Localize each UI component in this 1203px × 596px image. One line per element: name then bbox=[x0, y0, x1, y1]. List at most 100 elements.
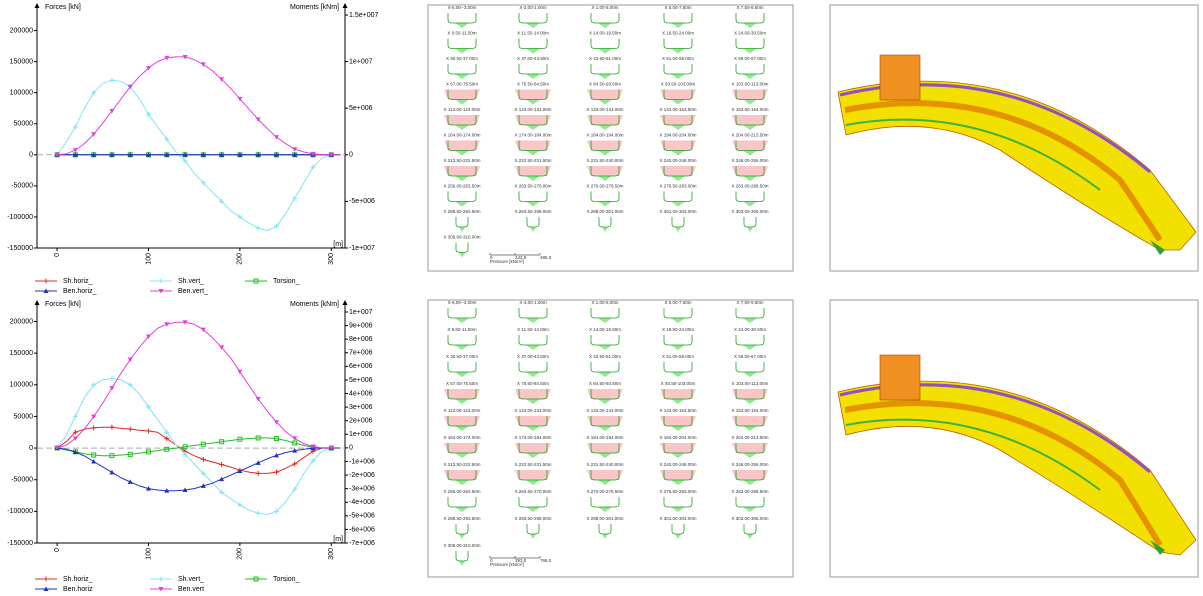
marker bbox=[91, 459, 96, 464]
axis-arrow bbox=[343, 3, 348, 8]
y2-tick-label: 1e+007 bbox=[349, 309, 373, 316]
pressure-area bbox=[444, 416, 480, 426]
marker bbox=[159, 577, 164, 582]
section-label: X 194.00-204.00m bbox=[659, 435, 696, 440]
marker bbox=[109, 376, 114, 381]
y2-tick-label: -6e+006 bbox=[349, 526, 375, 533]
y2-tick-label: -2e+006 bbox=[349, 472, 375, 479]
section-label: X 248.00-256.00m bbox=[731, 462, 768, 467]
section-label: X 276.50-283.00m bbox=[659, 489, 696, 494]
section-label: X 75.50-84.50m bbox=[517, 82, 549, 87]
y-axis-title: Forces [kN] bbox=[45, 301, 81, 308]
section-label: X 133.00-143.00m bbox=[586, 107, 623, 112]
section-label: X 263.50-270.00m bbox=[514, 489, 551, 494]
section-label: X 298.00-301.00m bbox=[586, 209, 623, 214]
pressure-area bbox=[660, 166, 696, 176]
pressure-area bbox=[587, 90, 623, 100]
y2-axis-title: Moments [kNm] bbox=[290, 301, 339, 308]
section-label: X 263.50-270.00m bbox=[514, 184, 551, 189]
marker bbox=[219, 462, 224, 467]
section-label: X 204.00-213.50m bbox=[731, 435, 768, 440]
y-tick-label: -50000 bbox=[11, 477, 33, 484]
x-axis-title: [m] bbox=[333, 536, 343, 543]
marker bbox=[256, 471, 261, 476]
pressure-area bbox=[587, 115, 623, 125]
y2-tick-label: -5e+006 bbox=[349, 513, 375, 520]
marker bbox=[44, 577, 49, 582]
pressure-area bbox=[732, 90, 768, 100]
pressure-area bbox=[515, 141, 551, 151]
section-label: X 14.00-19.50m bbox=[589, 327, 621, 332]
section-label: X 43.50-51.00m bbox=[589, 56, 621, 61]
y2-tick-label: 8e+006 bbox=[349, 336, 373, 343]
legend-label: Ben.horiz_ bbox=[63, 288, 97, 295]
section-label: X 93.50-103.00m bbox=[661, 381, 696, 386]
pressure-area bbox=[515, 166, 551, 176]
section-label: X 9.50-11.50m bbox=[447, 327, 476, 332]
section-label: X-6.00--3.00m bbox=[448, 5, 477, 10]
marker bbox=[146, 428, 151, 433]
section-label: X 301.00-303.00m bbox=[659, 209, 696, 214]
section-label: X-3.00-1.00m bbox=[519, 5, 547, 10]
section-label: X 303.00-306.00m bbox=[731, 209, 768, 214]
section-label: X 67.00-75.50m bbox=[446, 82, 478, 87]
scale-tick-label: 786.0 bbox=[540, 558, 552, 563]
y2-tick-label: 7e+006 bbox=[349, 350, 373, 357]
marker bbox=[219, 477, 224, 482]
y2-tick-label: 6e+006 bbox=[349, 363, 373, 370]
section-label: X 231.50-240.00m bbox=[586, 158, 623, 163]
pressure-area bbox=[732, 141, 768, 151]
section-label: X 164.00-174.00m bbox=[443, 435, 480, 440]
y-tick-label: -150000 bbox=[7, 245, 33, 252]
x-tick-label: 200 bbox=[237, 253, 244, 265]
x-tick-label: 0 bbox=[54, 253, 61, 257]
pressure-area bbox=[587, 389, 623, 399]
y2-tick-label: 5e+006 bbox=[349, 105, 373, 112]
y2-tick-label: 4e+006 bbox=[349, 390, 373, 397]
scale-title: Pressure [kN/m²] bbox=[490, 259, 524, 264]
legend-label: Sh.horiz_ bbox=[63, 576, 93, 583]
y-tick-label: 150000 bbox=[10, 58, 33, 65]
section-label: X 5.00-7.50m bbox=[664, 5, 691, 10]
section-label: X 30.50-37.00m bbox=[446, 56, 478, 61]
pressure-area bbox=[444, 141, 480, 151]
section-label: X 293.50-298.00m bbox=[514, 209, 551, 214]
section-label: X 153.50-164.00m bbox=[731, 107, 768, 112]
section-label: X 11.50-14.00m bbox=[517, 327, 549, 332]
marker bbox=[201, 457, 206, 462]
pressure-area bbox=[587, 470, 623, 480]
y-tick-label: -100000 bbox=[7, 508, 33, 515]
pressure-area bbox=[660, 90, 696, 100]
section-label: X 301.00-303.00m bbox=[659, 516, 696, 521]
y2-tick-label: -1e+007 bbox=[349, 245, 375, 252]
section-label: X 30.50-37.00m bbox=[446, 354, 478, 359]
pressure-area bbox=[444, 90, 480, 100]
section-label: X 133.00-143.00m bbox=[586, 408, 623, 413]
pressure-area bbox=[444, 166, 480, 176]
section-label: X 1.00-5.00m bbox=[591, 300, 618, 305]
section-label: X 184.00-194.00m bbox=[586, 133, 623, 138]
x-tick-label: 300 bbox=[328, 548, 335, 560]
legend-label: Ben.vert_ bbox=[178, 288, 208, 295]
y2-axis-title: Moments [kNm] bbox=[290, 4, 339, 11]
pressure-area bbox=[587, 166, 623, 176]
y-tick-label: 200000 bbox=[10, 318, 33, 325]
section-label: X 194.00-204.00m bbox=[659, 133, 696, 138]
section-label: X 37.00-43.50m bbox=[517, 354, 549, 359]
pressure-area bbox=[515, 115, 551, 125]
x-tick-label: 100 bbox=[145, 548, 152, 560]
marker bbox=[91, 425, 96, 430]
pressure-area bbox=[732, 443, 768, 453]
y-axis-title: Forces [kN] bbox=[45, 4, 81, 11]
pressure-area bbox=[515, 389, 551, 399]
section-label: X 19.50-24.00m bbox=[662, 31, 694, 36]
pressure-area bbox=[515, 470, 551, 480]
section-label: X 231.50-240.00m bbox=[586, 462, 623, 467]
pressure-area bbox=[732, 166, 768, 176]
marker bbox=[274, 470, 279, 475]
section-label: X 51.00-59.00m bbox=[662, 56, 694, 61]
y-tick-label: 100000 bbox=[10, 90, 33, 97]
marker bbox=[256, 511, 261, 516]
section-label: X 256.00-263.50m bbox=[443, 184, 480, 189]
pressure-area bbox=[515, 443, 551, 453]
